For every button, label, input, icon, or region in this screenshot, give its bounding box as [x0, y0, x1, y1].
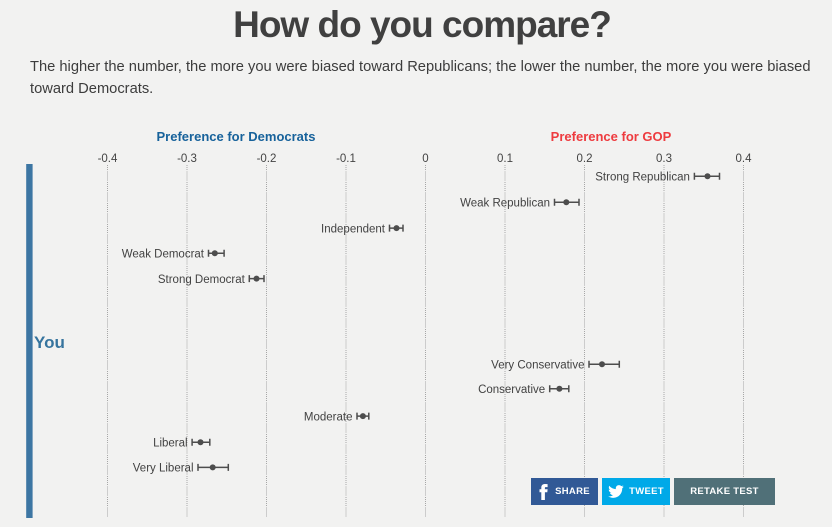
svg-text:Moderate: Moderate: [304, 411, 353, 423]
svg-text:-0.1: -0.1: [336, 153, 356, 165]
svg-text:Independent: Independent: [321, 223, 386, 235]
svg-text:Conservative: Conservative: [478, 384, 545, 396]
svg-text:0.4: 0.4: [736, 153, 753, 165]
svg-text:-0.4: -0.4: [98, 153, 118, 165]
svg-text:You: You: [34, 333, 65, 352]
svg-text:Liberal: Liberal: [153, 437, 188, 449]
svg-text:0.2: 0.2: [577, 153, 593, 165]
svg-text:Weak Democrat: Weak Democrat: [122, 249, 205, 261]
svg-text:0.3: 0.3: [656, 153, 672, 165]
svg-text:Very Conservative: Very Conservative: [491, 360, 584, 372]
svg-text:Strong Republican: Strong Republican: [595, 172, 690, 184]
svg-text:0.1: 0.1: [497, 153, 513, 165]
svg-text:Preference for GOP: Preference for GOP: [551, 129, 672, 144]
svg-text:Very Liberal: Very Liberal: [133, 463, 194, 475]
svg-text:0: 0: [422, 153, 428, 165]
svg-text:Weak Republican: Weak Republican: [460, 198, 550, 210]
svg-text:-0.2: -0.2: [257, 153, 277, 165]
svg-text:Strong Democrat: Strong Democrat: [158, 274, 246, 286]
svg-text:-0.3: -0.3: [177, 153, 197, 165]
svg-text:Preference for Democrats: Preference for Democrats: [157, 129, 316, 144]
